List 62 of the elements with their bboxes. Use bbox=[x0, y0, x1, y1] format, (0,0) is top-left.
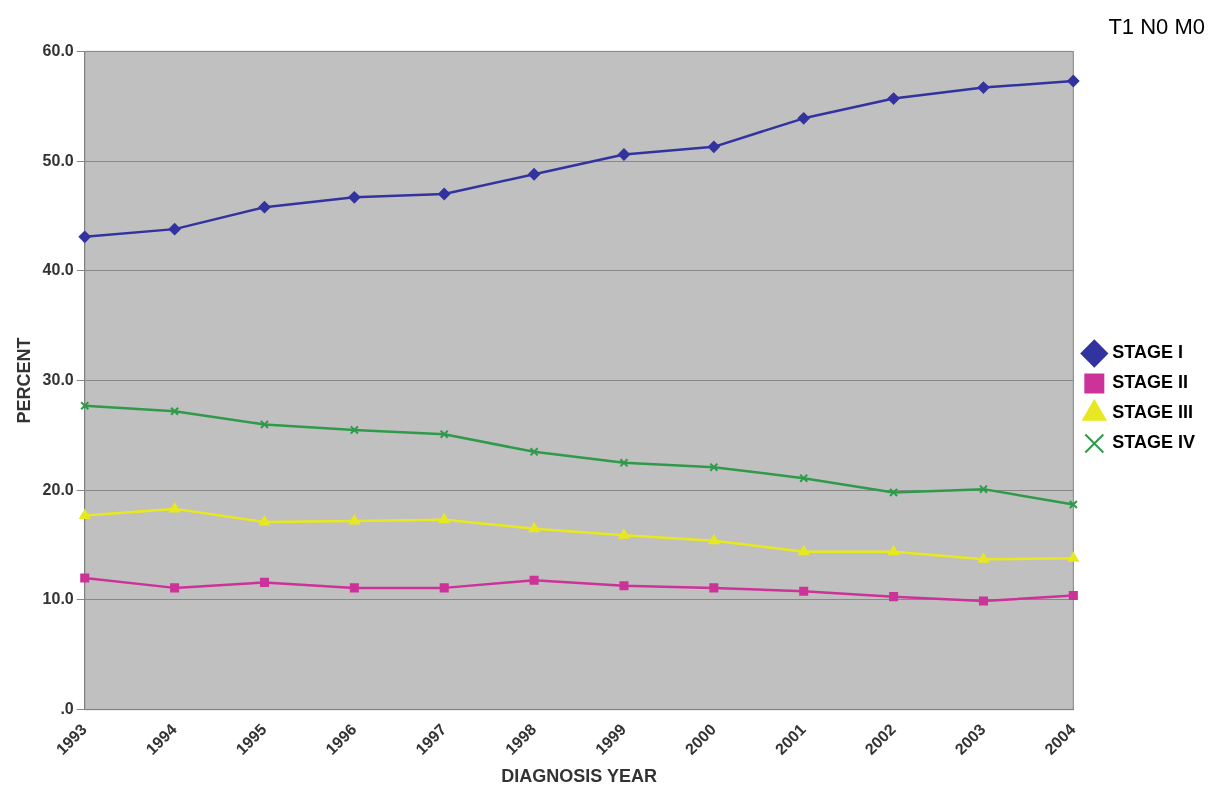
y-tick-label: 50.0 bbox=[42, 151, 74, 169]
point bbox=[797, 112, 810, 125]
point bbox=[619, 581, 629, 591]
point bbox=[259, 516, 270, 526]
point bbox=[889, 487, 899, 497]
point bbox=[888, 545, 899, 556]
point bbox=[349, 514, 360, 525]
point bbox=[709, 583, 719, 593]
point bbox=[169, 502, 180, 513]
legend-label: STAGE III bbox=[1112, 402, 1194, 423]
x-axis-title: DIAGNOSIS YEAR bbox=[501, 766, 657, 787]
legend-label: STAGE II bbox=[1112, 372, 1189, 393]
y-tick-label: 10.0 bbox=[42, 590, 74, 608]
point bbox=[1067, 75, 1080, 88]
point bbox=[798, 545, 810, 556]
legend-label: STAGE I bbox=[1112, 342, 1184, 363]
point bbox=[799, 586, 809, 596]
point bbox=[618, 529, 630, 539]
point bbox=[708, 534, 720, 545]
point bbox=[887, 92, 900, 105]
point bbox=[978, 484, 988, 494]
y-axis-title: PERCENT bbox=[13, 337, 34, 424]
point bbox=[619, 458, 629, 468]
point bbox=[438, 188, 451, 201]
point bbox=[168, 223, 181, 236]
point bbox=[529, 447, 539, 457]
legend-label: STAGE IV bbox=[1112, 432, 1196, 453]
point bbox=[707, 140, 720, 153]
point bbox=[79, 509, 91, 519]
point bbox=[889, 592, 899, 602]
point bbox=[348, 191, 361, 204]
point bbox=[439, 429, 449, 439]
point bbox=[170, 406, 180, 416]
y-tick-label: 20.0 bbox=[42, 480, 74, 498]
point bbox=[528, 522, 540, 533]
point bbox=[1067, 552, 1079, 562]
point bbox=[170, 583, 180, 593]
y-tick-label: 60.0 bbox=[42, 41, 74, 59]
point bbox=[439, 583, 449, 593]
point bbox=[709, 462, 719, 472]
point bbox=[1068, 499, 1078, 510]
point bbox=[80, 573, 90, 583]
point bbox=[259, 419, 270, 429]
point bbox=[978, 553, 989, 563]
text: T1 N0 M0 bbox=[1108, 14, 1205, 40]
point bbox=[977, 81, 990, 94]
point bbox=[438, 513, 450, 524]
y-tick-label: 30.0 bbox=[42, 370, 74, 388]
y-tick-label: 40.0 bbox=[42, 261, 74, 279]
y-tick-label: .0 bbox=[60, 700, 74, 718]
point bbox=[1068, 591, 1078, 601]
point bbox=[528, 168, 541, 181]
point bbox=[258, 201, 271, 214]
point bbox=[617, 148, 630, 161]
point bbox=[529, 575, 539, 585]
point bbox=[78, 230, 91, 243]
point bbox=[259, 577, 270, 587]
point bbox=[799, 473, 809, 483]
point bbox=[349, 425, 359, 435]
point bbox=[80, 401, 90, 411]
point bbox=[978, 596, 988, 606]
point bbox=[349, 583, 359, 593]
